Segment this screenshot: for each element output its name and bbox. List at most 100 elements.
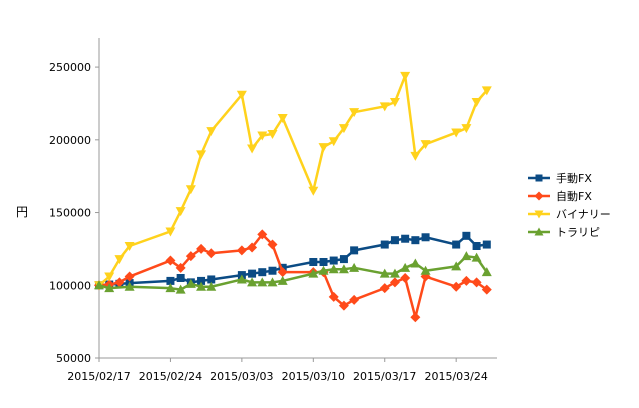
data-point <box>451 261 462 271</box>
data-point <box>462 231 471 240</box>
legend-swatch-marker <box>534 191 544 201</box>
series-line <box>98 233 488 319</box>
data-point <box>451 128 462 138</box>
data-point <box>338 300 349 311</box>
data-point <box>114 255 125 265</box>
data-point <box>114 277 125 288</box>
y-tick-label: 100000 <box>49 279 91 292</box>
legend-swatch-marker <box>534 210 544 219</box>
data-point <box>401 234 410 243</box>
data-point <box>196 243 207 254</box>
data-point <box>166 276 175 285</box>
data-point <box>236 90 247 100</box>
data-point <box>175 207 186 217</box>
data-point <box>196 281 207 291</box>
data-point <box>247 144 258 154</box>
data-point <box>165 255 176 266</box>
data-point <box>339 255 348 264</box>
data-point <box>175 262 186 273</box>
x-tick-label: 2015/03/24 <box>424 370 487 383</box>
x-tick-label: 2015/03/03 <box>210 370 273 383</box>
y-tick-label: 250000 <box>49 61 91 74</box>
legend-item: バイナリー <box>528 208 611 221</box>
data-point <box>247 242 258 253</box>
data-point <box>481 284 492 295</box>
data-point <box>236 274 247 284</box>
y-tick-label: 150000 <box>49 207 91 220</box>
data-point <box>258 268 267 277</box>
data-point <box>257 277 268 287</box>
data-point <box>481 267 492 277</box>
series-group <box>94 71 492 323</box>
data-point <box>207 275 216 284</box>
data-point <box>389 277 400 288</box>
data-point <box>206 281 217 291</box>
x-tick-label: 2015/02/24 <box>139 370 202 383</box>
legend-item: 手動FX <box>528 171 592 185</box>
data-point <box>309 258 318 266</box>
data-point <box>124 242 135 251</box>
data-point <box>328 291 339 302</box>
data-point <box>461 124 472 134</box>
data-point <box>349 108 360 118</box>
data-point <box>257 131 268 141</box>
series-line <box>98 234 487 287</box>
series-line <box>98 74 488 287</box>
data-point <box>471 252 482 262</box>
data-point <box>185 278 196 288</box>
data-point <box>308 186 319 196</box>
data-point <box>379 102 390 112</box>
legend-label: 自動FX <box>556 189 592 203</box>
data-point <box>400 71 411 81</box>
legend-label: トラリピ <box>556 226 600 239</box>
legend-label: 手動FX <box>556 171 592 185</box>
series-1 <box>94 229 492 323</box>
legend-item: 自動FX <box>528 189 592 203</box>
data-point <box>379 283 390 294</box>
data-point <box>206 248 217 259</box>
data-point <box>267 239 278 250</box>
y-tick-label: 50000 <box>56 352 91 365</box>
data-point <box>196 150 207 160</box>
data-point <box>471 277 482 288</box>
data-point <box>104 283 115 293</box>
data-point <box>379 268 390 278</box>
data-point <box>268 266 277 275</box>
data-point <box>206 127 217 137</box>
data-point <box>410 312 421 323</box>
data-point <box>451 281 462 292</box>
data-point <box>390 236 399 245</box>
data-point <box>197 276 206 285</box>
data-point <box>165 283 176 293</box>
data-point <box>257 229 268 240</box>
series-2 <box>94 71 492 291</box>
data-point <box>248 269 257 278</box>
data-point <box>350 246 359 255</box>
legend-swatch-marker <box>535 174 543 182</box>
data-point <box>400 273 411 283</box>
data-point <box>472 242 481 250</box>
data-point <box>104 272 115 282</box>
data-point <box>328 264 339 274</box>
y-axis-label: 円 <box>16 205 28 219</box>
data-point <box>380 240 389 249</box>
data-point <box>338 124 349 134</box>
data-point <box>389 98 400 107</box>
data-point <box>349 294 360 305</box>
series-3 <box>94 251 492 294</box>
data-point <box>175 284 186 294</box>
data-point <box>410 151 421 161</box>
y-tick-label: 200000 <box>49 134 91 147</box>
data-point <box>328 137 339 147</box>
data-point <box>247 277 258 287</box>
data-point <box>277 275 288 285</box>
data-point <box>165 227 176 237</box>
data-point <box>277 267 288 278</box>
data-point <box>410 258 421 268</box>
data-point <box>124 281 135 291</box>
data-point <box>267 130 278 139</box>
data-point <box>176 274 185 282</box>
data-point <box>400 262 411 272</box>
data-point <box>461 275 472 286</box>
data-point <box>420 140 431 150</box>
